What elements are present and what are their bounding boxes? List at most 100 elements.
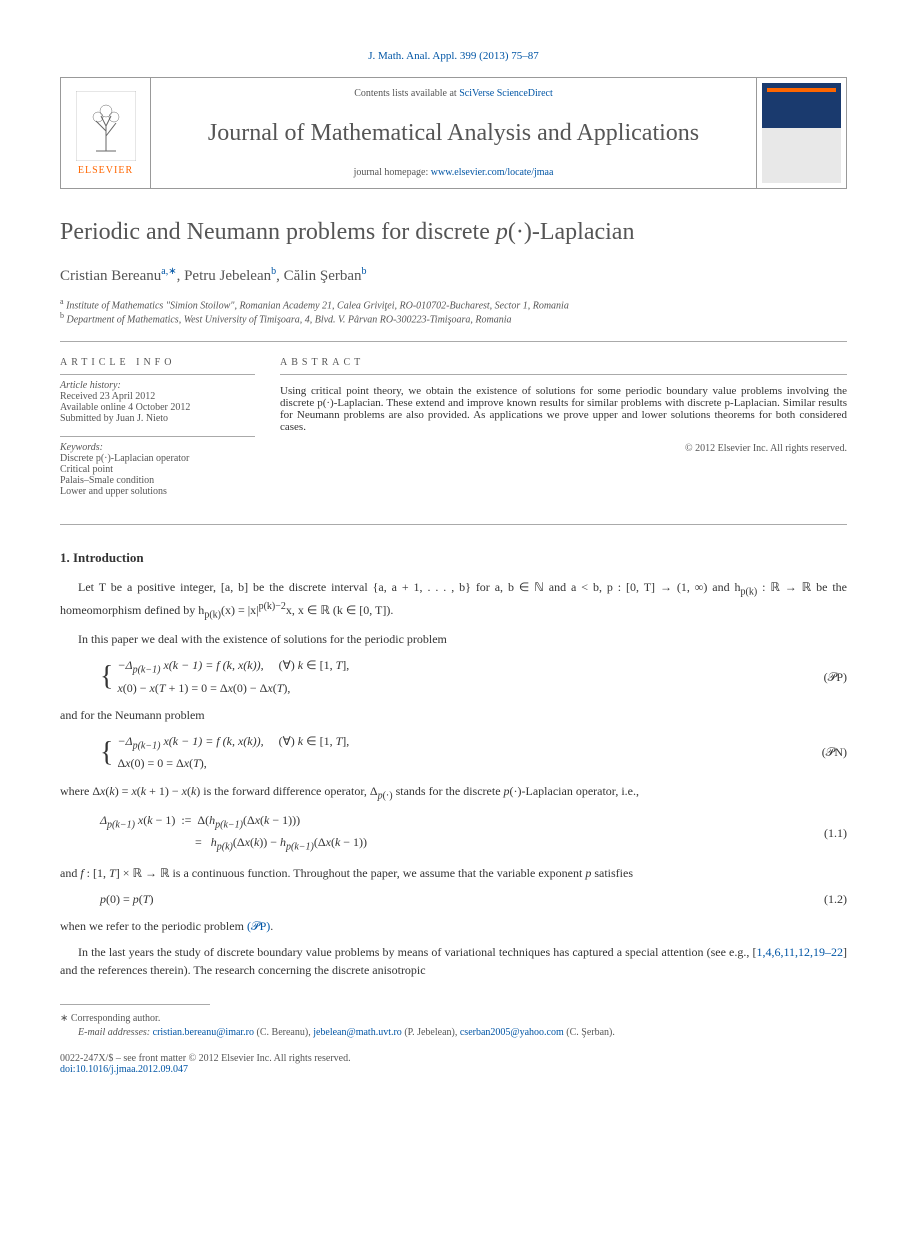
p6-a: when we refer to the periodic problem [60, 919, 247, 933]
eq-pn-label: (𝒫N) [797, 745, 847, 760]
info-abstract-row: ARTICLE INFO Article history: Received 2… [60, 357, 847, 525]
email-label: E-mail addresses: [78, 1027, 150, 1038]
author-3-aff[interactable]: b [362, 266, 367, 277]
p7-a: In the last years the study of discrete … [78, 945, 756, 959]
equation-12-content: p(0) = p(T) [100, 890, 797, 909]
header-center: Contents lists available at SciVerse Sci… [151, 78, 756, 188]
abstract-heading: ABSTRACT [280, 357, 847, 368]
author-2-aff[interactable]: b [271, 266, 276, 277]
contents-available: Contents lists available at SciVerse Sci… [161, 88, 746, 99]
keyword-4: Lower and upper solutions [60, 486, 255, 497]
eq-pp-line1: −Δp(k−1) x(k − 1) = f (k, x(k)), (∀) k ∈… [117, 656, 797, 678]
keywords-block: Keywords: Discrete p(·)-Laplacian operat… [60, 442, 255, 497]
email-footnote: E-mail addresses: cristian.bereanu@imar.… [60, 1027, 847, 1038]
affiliation-b: b Department of Mathematics, West Univer… [60, 311, 847, 325]
author-list: Cristian Bereanua,∗, Petru Jebeleanb, Că… [60, 266, 847, 285]
affiliations: a Institute of Mathematics "Simion Stoil… [60, 297, 847, 342]
keyword-1: Discrete p(·)-Laplacian operator [60, 453, 255, 464]
intro-para-3: and for the Neumann problem [60, 706, 847, 724]
email-2-who: (P. Jebelean) [404, 1027, 455, 1038]
keyword-3: Palais–Smale condition [60, 475, 255, 486]
contents-prefix: Contents lists available at [354, 88, 459, 99]
homepage-link[interactable]: www.elsevier.com/locate/jmaa [431, 167, 554, 178]
affiliation-b-text: Department of Mathematics, West Universi… [67, 315, 512, 326]
equation-pn-content: −Δp(k−1) x(k − 1) = f (k, x(k)), (∀) k ∈… [117, 732, 797, 774]
keyword-2: Critical point [60, 464, 255, 475]
intro-para-4: where Δx(k) = x(k + 1) − x(k) is the for… [60, 782, 847, 803]
intro-para-7: In the last years the study of discrete … [60, 943, 847, 979]
intro-para-2: In this paper we deal with the existence… [60, 630, 847, 648]
eq-11-line1: Δp(k−1) x(k − 1) := Δ(hp(k−1)(Δx(k − 1))… [100, 811, 797, 833]
corresponding-footnote: ∗ Corresponding author. [60, 1013, 847, 1024]
brace-icon: { [100, 661, 113, 693]
equation-pp-content: −Δp(k−1) x(k − 1) = f (k, x(k)), (∀) k ∈… [117, 656, 797, 698]
elsevier-tree-icon [76, 91, 136, 161]
affiliation-a-text: Institute of Mathematics "Simion Stoilow… [66, 300, 569, 311]
equation-11-content: Δp(k−1) x(k − 1) := Δ(hp(k−1)(Δx(k − 1))… [100, 811, 797, 856]
journal-title: Journal of Mathematical Analysis and App… [161, 120, 746, 147]
intro-para-5: and f : [1, T] × ℝ → ℝ is a continuous f… [60, 864, 847, 882]
received-date: Received 23 April 2012 [60, 391, 255, 402]
publisher-name: ELSEVIER [78, 165, 133, 176]
section-1-heading: 1. Introduction [60, 550, 847, 566]
email-3[interactable]: cserban2005@yahoo.com [460, 1027, 564, 1038]
equation-pn: { −Δp(k−1) x(k − 1) = f (k, x(k)), (∀) k… [100, 732, 847, 774]
author-3: Călin Şerban [284, 268, 362, 284]
history-label: Article history: [60, 380, 255, 391]
keywords-label: Keywords: [60, 442, 255, 453]
corresponding-star-icon[interactable]: ∗ [168, 266, 176, 277]
abstract-text: Using critical point theory, we obtain t… [280, 385, 847, 433]
p6-c: . [270, 919, 273, 933]
eq-pn-line2: Δx(0) = 0 = Δx(T), [117, 754, 797, 773]
affiliation-a: a Institute of Mathematics "Simion Stoil… [60, 297, 847, 311]
equation-pp: { −Δp(k−1) x(k − 1) = f (k, x(k)), (∀) k… [100, 656, 847, 698]
article-history: Article history: Received 23 April 2012 … [60, 380, 255, 424]
pp-ref-link[interactable]: (𝒫P) [247, 919, 270, 933]
star-icon: ∗ [60, 1013, 68, 1024]
cover-column [756, 78, 846, 188]
submitted-by: Submitted by Juan J. Nieto [60, 413, 255, 424]
email-3-who: (C. Şerban) [566, 1027, 612, 1038]
email-1-who: (C. Bereanu) [257, 1027, 309, 1038]
author-2: Petru Jebelean [184, 268, 271, 284]
homepage-line: journal homepage: www.elsevier.com/locat… [161, 167, 746, 178]
article-title: Periodic and Neumann problems for discre… [60, 219, 847, 246]
publisher-logo-column: ELSEVIER [61, 78, 151, 188]
email-1[interactable]: cristian.bereanu@imar.ro [153, 1027, 254, 1038]
journal-header: ELSEVIER Contents lists available at Sci… [60, 77, 847, 189]
issn-line: 0022-247X/$ – see front matter © 2012 El… [60, 1053, 847, 1064]
intro-p1-c: (x) = |x| [221, 603, 259, 617]
brace-icon: { [100, 737, 113, 769]
eq-pn-line1: −Δp(k−1) x(k − 1) = f (k, x(k)), (∀) k ∈… [117, 732, 797, 754]
eq-11-label: (1.1) [797, 826, 847, 841]
bottom-info: 0022-247X/$ – see front matter © 2012 El… [60, 1053, 847, 1075]
homepage-prefix: journal homepage: [354, 167, 431, 178]
refs-link[interactable]: 1,4,6,11,12,19–22 [756, 945, 843, 959]
intro-p1-a: Let T be a positive integer, [a, b] be t… [78, 580, 741, 594]
equation-1-2: p(0) = p(T) (1.2) [100, 890, 847, 909]
citation-line: J. Math. Anal. Appl. 399 (2013) 75–87 [60, 50, 847, 62]
online-date: Available online 4 October 2012 [60, 402, 255, 413]
sciencedirect-link[interactable]: SciVerse ScienceDirect [459, 88, 553, 99]
author-1: Cristian Bereanu [60, 268, 161, 284]
intro-para-1: Let T be a positive integer, [a, b] be t… [60, 578, 847, 623]
intro-p1-d: x, x ∈ ℝ (k ∈ [0, T]). [286, 603, 394, 617]
footer-rule [60, 1004, 210, 1005]
email-2[interactable]: jebelean@math.uvt.ro [313, 1027, 402, 1038]
doi-prefix: doi: [60, 1064, 76, 1075]
intro-para-6: when we refer to the periodic problem (𝒫… [60, 917, 847, 935]
eq-pp-label: (𝒫P) [797, 670, 847, 685]
eq-pp-line2: x(0) − x(T + 1) = 0 = Δx(0) − Δx(T), [117, 679, 797, 698]
article-info-heading: ARTICLE INFO [60, 357, 255, 368]
abstract-copyright: © 2012 Elsevier Inc. All rights reserved… [280, 443, 847, 454]
eq-12-label: (1.2) [797, 892, 847, 907]
corr-label: Corresponding author. [71, 1013, 160, 1024]
doi-line: doi:10.1016/j.jmaa.2012.09.047 [60, 1064, 847, 1075]
abstract-column: ABSTRACT Using critical point theory, we… [280, 357, 847, 509]
eq-11-line2: = hp(k)(Δx(k)) − hp(k−1)(Δx(k − 1)) [100, 833, 797, 855]
doi-link[interactable]: 10.1016/j.jmaa.2012.09.047 [76, 1064, 189, 1075]
equation-1-1: Δp(k−1) x(k − 1) := Δ(hp(k−1)(Δx(k − 1))… [100, 811, 847, 856]
journal-cover-icon [762, 83, 841, 183]
article-info-column: ARTICLE INFO Article history: Received 2… [60, 357, 280, 509]
intro-p2-text: In this paper we deal with the existence… [78, 632, 447, 646]
